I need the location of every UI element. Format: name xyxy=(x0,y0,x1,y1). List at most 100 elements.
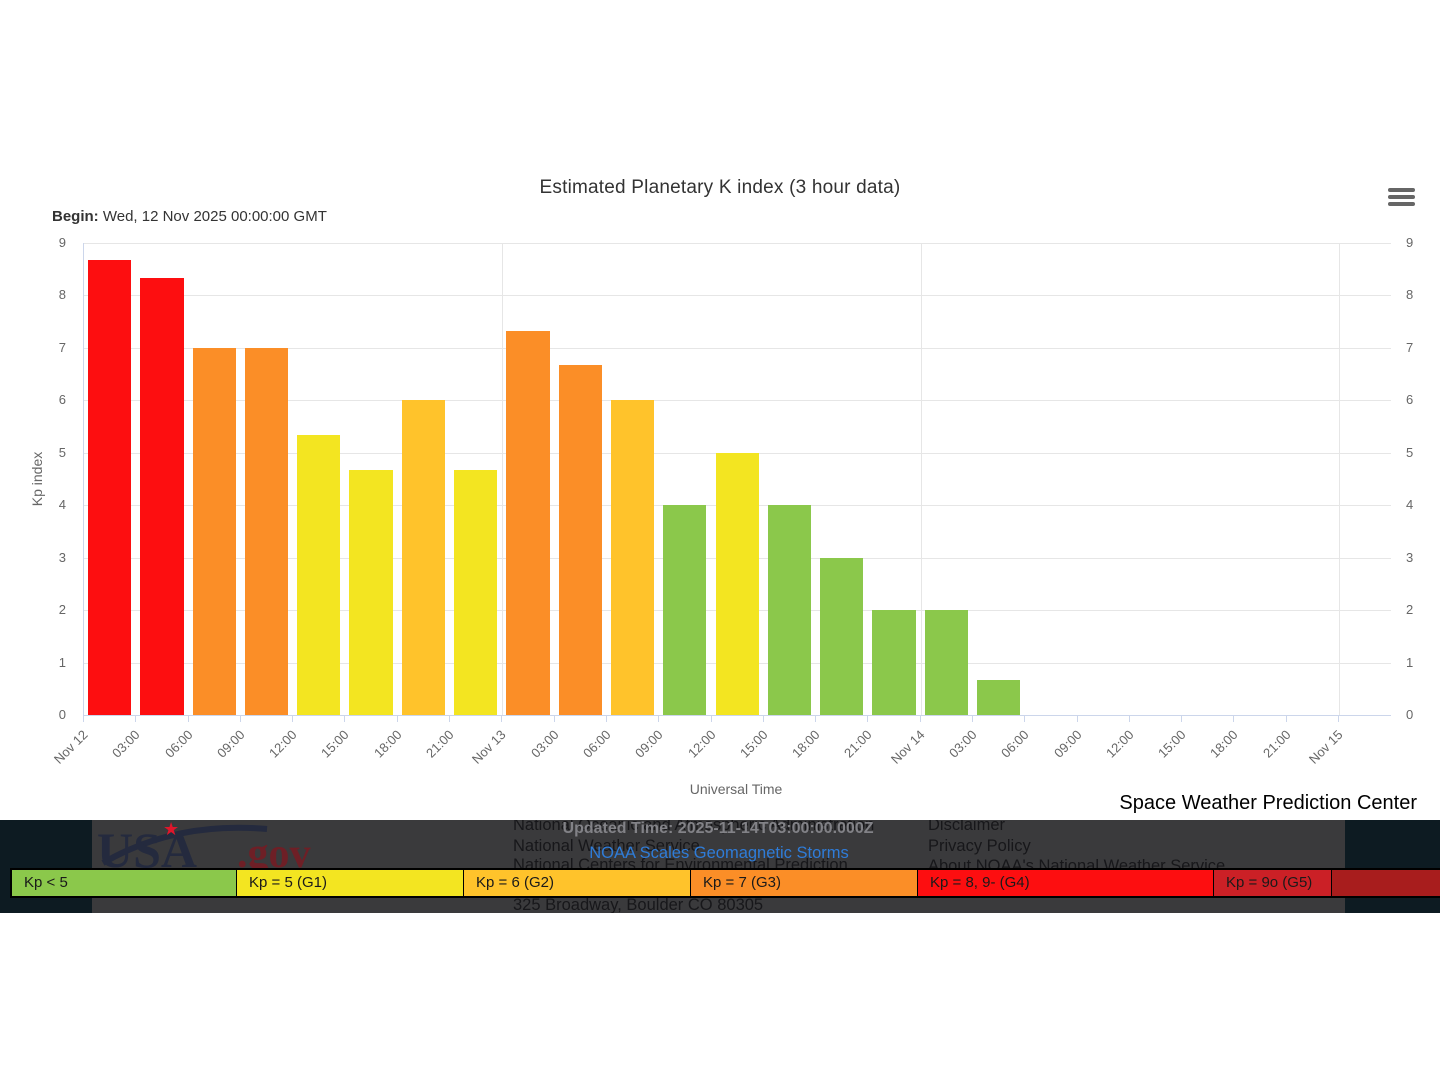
chart-title: Estimated Planetary K index (3 hour data… xyxy=(539,177,901,198)
kp-bar[interactable] xyxy=(924,610,968,715)
x-axis-tick xyxy=(1338,716,1339,722)
kp-bar[interactable] xyxy=(767,505,812,715)
x-axis-tick xyxy=(1285,716,1287,722)
legend-item-below5: Kp < 5 xyxy=(10,870,237,896)
updated-time-text: Updated Time: 2025-11-14T03:00:00.000Z xyxy=(562,820,874,837)
x-axis-tick xyxy=(710,716,712,722)
x-axis-tick xyxy=(658,716,660,722)
kp-bar[interactable] xyxy=(558,365,602,715)
x-axis-tick xyxy=(396,716,398,722)
usa-gov-text-usa: USA xyxy=(97,822,197,871)
day-gridline xyxy=(920,243,922,715)
legend-item-G5: Kp = 9o (G5) xyxy=(1214,870,1332,896)
y-axis-label-right: 8 xyxy=(1406,287,1414,303)
x-axis-tick xyxy=(815,716,817,722)
horizontal-gridline xyxy=(84,400,1391,402)
x-axis-title: Universal Time xyxy=(689,781,783,797)
kp-bar[interactable] xyxy=(192,347,236,715)
legend-item-G3: Kp = 7 (G3) xyxy=(691,870,918,896)
x-axis-tick xyxy=(449,716,451,722)
star-icon: ★ xyxy=(163,819,179,839)
kp-bar[interactable] xyxy=(872,610,916,715)
y-axis-label-left: 2 xyxy=(58,602,66,618)
footer-agency-line: National Oceanic and Atmospheric Adminis… xyxy=(513,820,875,834)
x-axis-tick xyxy=(762,716,764,722)
y-axis-label-right: 9 xyxy=(1406,235,1414,250)
y-axis-label-left: 3 xyxy=(58,549,66,565)
chart-context-menu-button[interactable] xyxy=(1388,185,1418,209)
kp-bar[interactable] xyxy=(401,400,446,715)
kp-bar-chart-plot-area xyxy=(83,243,1391,716)
begin-value: Wed, 12 Nov 2025 00:00:00 GMT xyxy=(98,208,327,225)
y-axis-label-left: 7 xyxy=(58,339,66,355)
kp-bar[interactable] xyxy=(820,557,864,715)
legend-trailer xyxy=(1332,870,1440,896)
footer-right-dark-block xyxy=(1345,820,1440,913)
x-axis-tick xyxy=(1233,716,1235,722)
day-gridline xyxy=(1339,243,1340,715)
kp-bar[interactable] xyxy=(663,505,707,715)
kp-bar[interactable] xyxy=(140,278,184,715)
x-axis-tick xyxy=(919,716,921,722)
kp-bar[interactable] xyxy=(244,347,289,715)
kp-bar[interactable] xyxy=(976,679,1021,715)
x-axis-tick xyxy=(501,716,503,722)
x-axis-tick xyxy=(1181,716,1183,722)
footer-agency-line: National Weather Service xyxy=(513,837,700,855)
y-axis-label-right: 2 xyxy=(1406,602,1414,618)
chart-begin-time: Begin: Wed, 12 Nov 2025 00:00:00 GMT xyxy=(52,208,327,225)
x-axis-tick xyxy=(971,716,973,722)
footer-left-dark-block xyxy=(0,820,92,913)
y-axis-label-right: 7 xyxy=(1406,339,1414,355)
y-axis-label-right: 0 xyxy=(1406,707,1414,722)
usa-gov-text-gov: .gov xyxy=(237,831,311,871)
x-axis-tick xyxy=(1128,716,1130,722)
y-axis-label-right: 5 xyxy=(1406,444,1414,460)
x-axis-tick xyxy=(239,716,241,722)
x-axis-tick xyxy=(867,716,869,722)
kp-bar[interactable] xyxy=(349,470,393,715)
y-axis-label-right: 6 xyxy=(1406,392,1414,408)
kp-color-legend: Kp < 5 Kp = 5 (G1) Kp = 6 (G2) Kp = 7 (G3) K… xyxy=(10,868,1440,898)
kp-bar[interactable] xyxy=(506,330,550,715)
hamburger-icon xyxy=(1388,188,1415,192)
kp-bar[interactable] xyxy=(88,260,132,715)
horizontal-gridline xyxy=(84,347,1391,349)
footer-agency-line: 325 Broadway, Boulder CO 80305 xyxy=(513,896,764,913)
y-axis-label-left: 8 xyxy=(58,287,66,303)
x-axis-tick xyxy=(187,716,189,722)
kp-bar[interactable] xyxy=(454,470,498,715)
x-axis-tick xyxy=(292,716,294,722)
usa-gov-logo-graphic: USA .gov ★ xyxy=(97,819,311,878)
x-axis-tick xyxy=(605,716,607,722)
y-axis-label-right: 1 xyxy=(1406,654,1414,670)
legend-item-G2: Kp = 6 (G2) xyxy=(464,870,691,896)
horizontal-gridline xyxy=(84,243,1391,244)
x-axis-tick xyxy=(553,716,555,722)
day-gridline xyxy=(502,243,504,715)
x-axis-tick xyxy=(1076,716,1078,722)
y-axis-label-left: 0 xyxy=(58,707,66,722)
x-axis-tick xyxy=(1024,716,1026,722)
y-axis-label-left: 9 xyxy=(58,235,66,250)
legend-item-G1: Kp = 5 (G1) xyxy=(237,870,464,896)
y-axis-label-right: 3 xyxy=(1406,549,1414,565)
x-axis-tick xyxy=(83,716,84,722)
y-axis-label-left: 1 xyxy=(58,654,66,670)
x-axis-tick xyxy=(344,716,346,722)
noaa-scales-link[interactable]: NOAA Scales Geomagnetic Storms xyxy=(589,844,849,862)
legend-item-G4: Kp = 8, 9- (G4) xyxy=(918,870,1214,896)
y-axis-label-left: 5 xyxy=(58,444,66,460)
y-axis-label-left: 4 xyxy=(58,497,66,513)
kp-bar[interactable] xyxy=(610,400,655,715)
horizontal-gridline xyxy=(84,295,1391,297)
y-axis-label-right: 4 xyxy=(1406,497,1414,513)
x-axis-tick xyxy=(135,716,137,722)
swpc-site-title: Space Weather Prediction Center xyxy=(1119,792,1417,814)
y-axis-label-left: 6 xyxy=(58,392,66,408)
kp-bar[interactable] xyxy=(715,452,759,715)
footer-link[interactable]: Disclaimer xyxy=(928,820,1006,834)
kp-bar[interactable] xyxy=(297,435,341,715)
footer-link[interactable]: Privacy Policy xyxy=(928,837,1031,855)
